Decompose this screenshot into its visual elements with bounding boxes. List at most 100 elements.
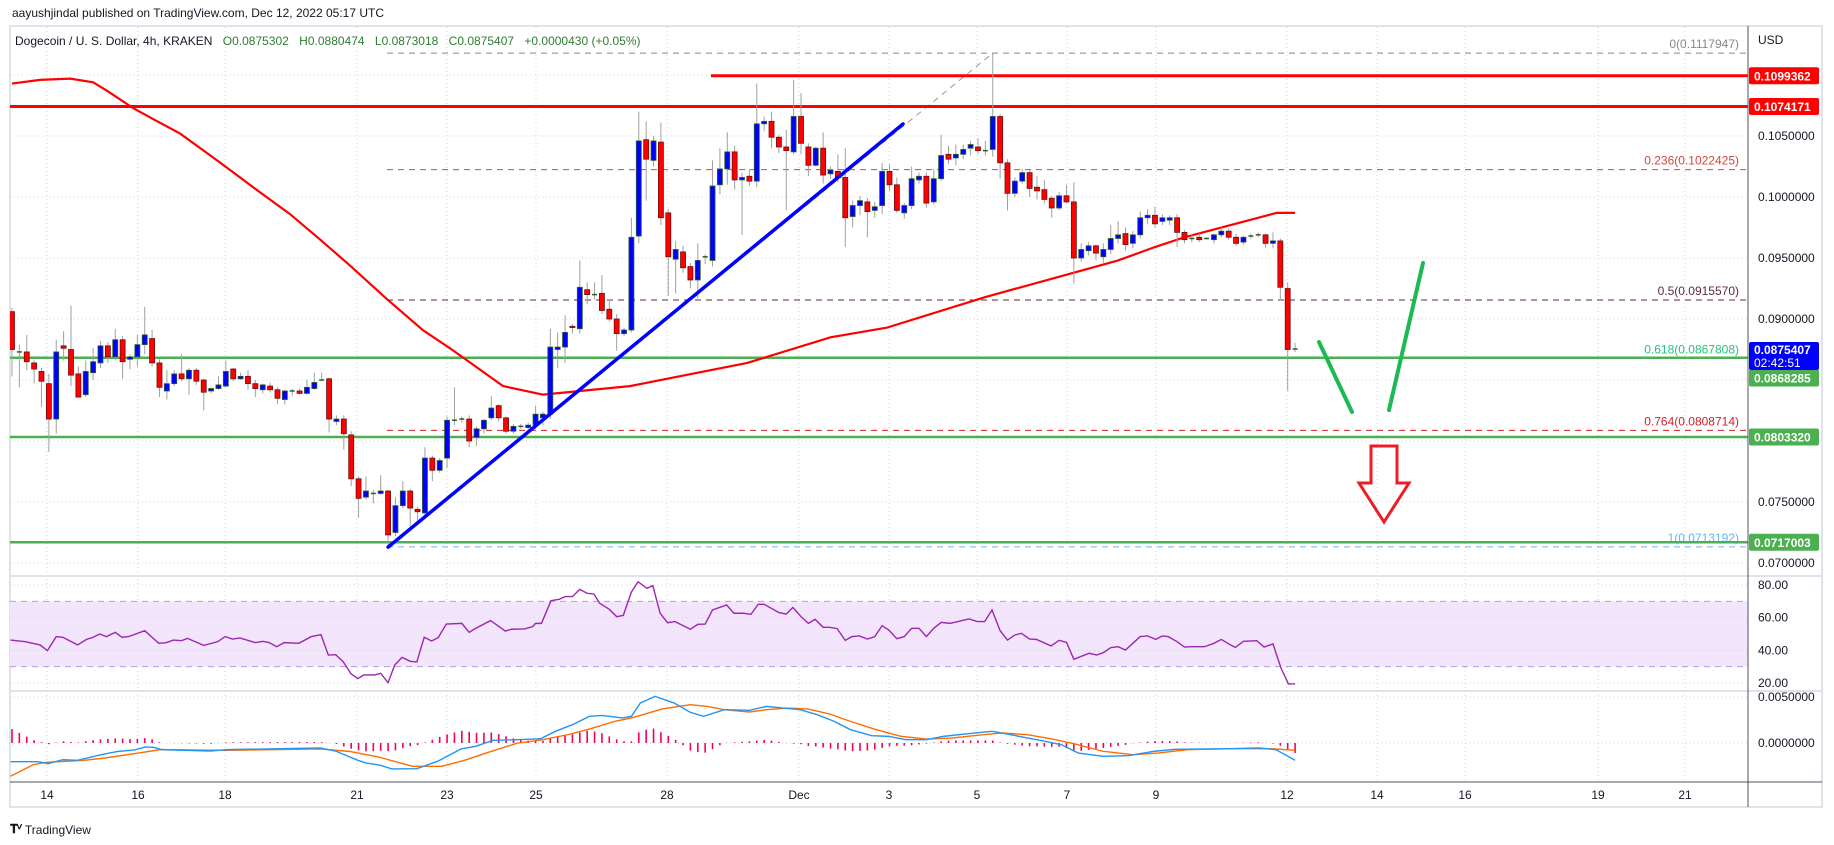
level-price-badge-bg [1749, 98, 1819, 116]
candle-down [75, 373, 82, 398]
candle-up [967, 144, 974, 149]
candle-up [1085, 245, 1092, 252]
candle-up [724, 151, 731, 170]
candle-up [134, 344, 141, 358]
candle-down [1277, 240, 1284, 288]
rsi-band [10, 601, 1748, 667]
candle-up [753, 123, 760, 182]
fib-level-label: 0.236(0.1022425) [1644, 154, 1739, 168]
candle-up [1240, 236, 1247, 243]
candle-up [473, 428, 480, 438]
footer-brand[interactable]: TradingView [24, 822, 91, 837]
level-price-badge: 0.0803320 [1754, 430, 1811, 444]
time-tick-label: 14 [1370, 788, 1384, 802]
price-pane[interactable]: 0(0.1117947) 0.236(0.1022425) 0.5(0.091557… [10, 37, 1749, 549]
macd-signal-line [10, 704, 1296, 777]
time-tick-label: 16 [131, 788, 145, 802]
candle-up [694, 260, 701, 281]
rsi-tick-label: 40.00 [1758, 643, 1788, 657]
candle-down [10, 311, 15, 350]
candle-down [156, 362, 163, 388]
candle-up [989, 116, 996, 150]
time-tick-label: 23 [440, 788, 454, 802]
candle-up [650, 140, 657, 161]
candle-up [938, 155, 945, 180]
candle-down [893, 184, 900, 211]
candle-down [1093, 245, 1099, 254]
candle-up [849, 205, 856, 217]
candle-down [340, 418, 347, 435]
time-tick-label: 16 [1458, 788, 1472, 802]
candle-down [658, 141, 664, 219]
candle-up [621, 329, 627, 335]
candle-down [178, 373, 185, 380]
candle-down [1004, 162, 1011, 194]
level-price-badge-bg [1749, 533, 1819, 551]
price-tick-label: 0.0950000 [1758, 251, 1815, 265]
candle-up [281, 390, 288, 400]
time-tick-label: 3 [886, 788, 893, 802]
candle-up [547, 346, 554, 415]
candle-up [960, 149, 967, 155]
candle-down [149, 338, 156, 364]
candle-up [208, 388, 214, 392]
candle-up [488, 407, 495, 419]
rsi-pane[interactable] [10, 580, 1748, 685]
candle-down [503, 417, 509, 432]
candle-up [1211, 234, 1217, 241]
tradingview-logo-icon[interactable]: 𝐓ⱽ [10, 822, 22, 836]
candle-down [407, 490, 414, 509]
candle-down [731, 151, 738, 181]
price-tick-label: 0.1050000 [1758, 129, 1815, 143]
price-tick-label: 0.0700000 [1758, 556, 1815, 570]
candle-up [436, 460, 443, 471]
candle-down [1196, 236, 1203, 241]
candle-up [525, 424, 532, 428]
price-axis[interactable]: 0.1050000 0.1000000 0.0950000 0.0900000 0.07… [1749, 67, 1819, 750]
candle-down [1284, 288, 1291, 350]
macd-tick-label: 0.0000000 [1758, 736, 1815, 750]
macd-tick-label: 0.0050000 [1758, 690, 1815, 704]
macd-pane[interactable] [10, 695, 1296, 777]
time-tick-label: 14 [40, 788, 54, 802]
symbol-title[interactable]: Dogecoin / U. S. Dollar, 4h, KRAKEN [15, 34, 213, 48]
candle-down [798, 116, 804, 144]
candle-up [554, 346, 561, 350]
candle-down [68, 349, 74, 376]
price-tick-label: 0.0750000 [1758, 495, 1815, 509]
candle-down [245, 375, 251, 385]
time-tick-label: 25 [529, 788, 543, 802]
candle-up [304, 386, 310, 394]
candle-down [31, 362, 38, 370]
candle-up [879, 170, 886, 206]
candle-up [311, 382, 318, 389]
candle-down [1181, 231, 1188, 241]
candle-down [1262, 234, 1269, 244]
candle-down [842, 177, 849, 219]
last-price-badge-bg [1749, 342, 1819, 370]
candle-down [665, 212, 672, 258]
down-arrow-icon [1356, 444, 1412, 525]
candle-down [274, 389, 281, 399]
moving-average-line [11, 77, 1296, 396]
footer: 𝐓ⱽ TradingView [10, 822, 91, 837]
candle-down [45, 383, 52, 420]
candle-up [363, 490, 369, 498]
level-price-badge-bg [1749, 428, 1819, 446]
level-price-badge: 0.0868285 [1754, 372, 1811, 386]
candle-down [643, 139, 650, 160]
candle-up [761, 120, 768, 125]
candle-up [141, 334, 148, 346]
candle-up [215, 384, 222, 389]
rising-trendline [386, 122, 905, 549]
candle-down [606, 308, 613, 320]
candle-up [82, 371, 89, 396]
candle-up [510, 425, 517, 432]
candle-up [871, 206, 878, 211]
candle-up [97, 345, 104, 364]
candle-up [857, 200, 863, 206]
candle-up [576, 286, 583, 330]
time-axis[interactable]: 14 16 18 21 23 25 28 Dec 3 5 7 9 12 14 16 19 21 [40, 788, 1692, 802]
candle-down [1026, 172, 1033, 189]
